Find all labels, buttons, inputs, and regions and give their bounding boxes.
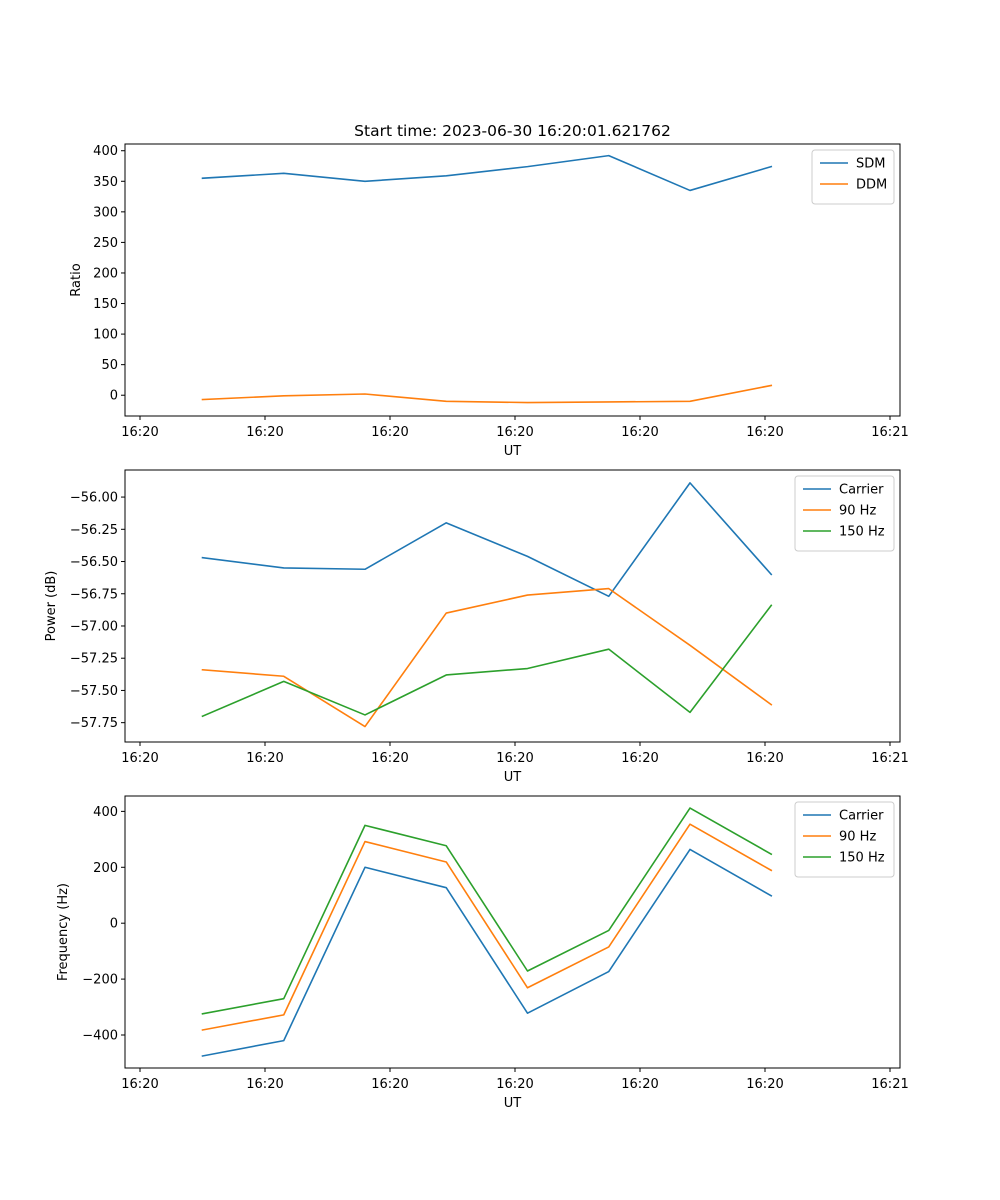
x-tick-label: 16:20 [496,1077,533,1092]
y-tick-label: 300 [93,205,118,220]
x-tick-label: 16:20 [621,425,658,440]
y-tick-label: 400 [93,805,118,820]
x-tick-label: 16:20 [746,425,783,440]
series-line-150-hz [201,604,773,718]
legend-entry: 90 Hz [839,504,876,519]
y-tick-label: −200 [82,973,118,988]
y-tick-label: 150 [93,297,118,312]
y-tick-label: 400 [93,144,118,159]
y-tick-label: 0 [110,917,118,932]
y-tick-label: 350 [93,175,118,190]
x-tick-label: 16:20 [121,425,158,440]
y-tick-label: −56.00 [70,491,118,506]
y-tick-label: −56.75 [70,587,118,602]
x-tick-label: 16:21 [871,751,908,766]
x-tick-label: 16:20 [496,751,533,766]
chart-title: Start time: 2023-06-30 16:20:01.621762 [354,122,671,140]
legend: SDM DDM [811,149,895,205]
x-tick-label: 16:20 [246,751,283,766]
legend-entry: SDM [856,157,885,172]
x-tick-label: 16:20 [746,751,783,766]
x-tick-label: 16:20 [371,1077,408,1092]
x-tick-label: 16:20 [621,1077,658,1092]
y-tick-label: 0 [110,389,118,404]
x-axis-label: UT [504,770,522,785]
legend: Carrier 90 Hz 150 Hz [794,475,895,552]
y-axis-label: Ratio [69,263,84,296]
x-tick-label: 16:20 [246,425,283,440]
y-tick-label: 200 [93,861,118,876]
series-line-150-hz [201,807,773,1015]
y-tick-label: −56.25 [70,523,118,538]
y-tick-label: 250 [93,236,118,251]
series-line-carrier [201,482,773,598]
axes-frame [124,795,901,1069]
x-tick-label: 16:20 [246,1077,283,1092]
axes-frame [124,469,901,743]
x-axis-label: UT [504,1096,522,1111]
legend-box [794,475,895,552]
y-tick-label: −57.00 [70,619,118,634]
y-tick-label: −57.25 [70,652,118,667]
x-tick-label: 16:20 [121,1077,158,1092]
series-line-carrier [201,848,773,1057]
x-axis-label: UT [504,444,522,459]
legend-entry: Carrier [839,483,884,498]
y-tick-label: −400 [82,1029,118,1044]
x-tick-label: 16:20 [121,751,158,766]
y-tick-label: 100 [93,328,118,343]
x-tick-label: 16:20 [621,751,658,766]
x-tick-label: 16:20 [746,1077,783,1092]
subplot-2: 16:20 16:20 16:20 16:20 16:20 16:20 16:21 −57.7… [44,469,909,785]
y-axis-label: Frequency (Hz) [56,883,71,981]
legend: Carrier 90 Hz 150 Hz [794,801,895,878]
subplot-1: Start time: 2023-06-30 16:20:01.621762 16… [69,122,909,459]
legend-entry: 90 Hz [839,830,876,845]
y-tick-label: −56.50 [70,555,118,570]
series-line-ddm [201,384,773,404]
y-axis-label: Power (dB) [44,571,59,642]
x-tick-label: 16:20 [496,425,533,440]
x-tick-label: 16:20 [371,425,408,440]
legend-entry: DDM [856,178,887,193]
legend-entry: 150 Hz [839,525,885,540]
y-tick-label: 50 [101,358,118,373]
legend-box [794,801,895,878]
y-tick-label: −57.50 [70,684,118,699]
y-tick-label: −57.75 [70,716,118,731]
subplots: Start time: 2023-06-30 16:20:01.621762 16… [44,122,909,1111]
legend-entry: 150 Hz [839,851,885,866]
series-line-90-hz [201,823,773,1031]
axes-frame [124,143,901,417]
legend-entry: Carrier [839,809,884,824]
subplot-3: 16:20 16:20 16:20 16:20 16:20 16:20 16:21 −400 −… [56,795,909,1111]
series-line-90-hz [201,587,773,728]
series-line-sdm [201,154,773,192]
x-tick-label: 16:21 [871,1077,908,1092]
x-tick-label: 16:20 [371,751,408,766]
y-tick-label: 200 [93,266,118,281]
x-tick-label: 16:21 [871,425,908,440]
